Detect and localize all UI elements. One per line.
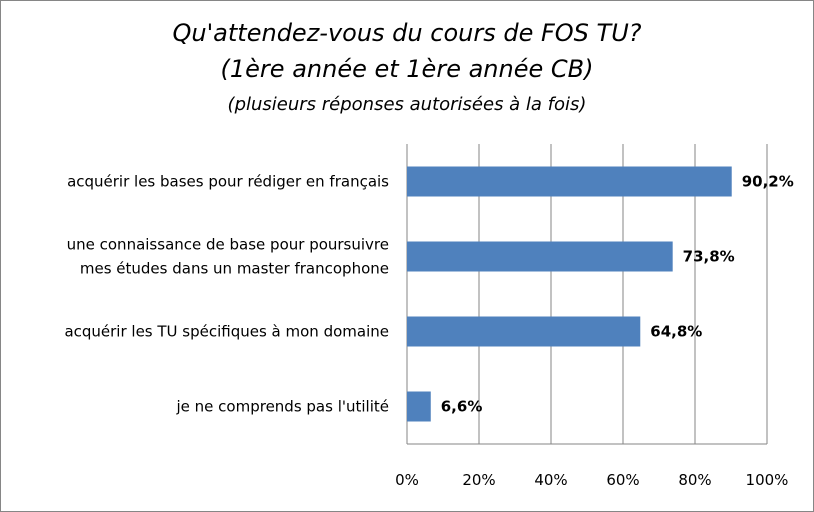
category-label: une connaissance de base pour poursuivre: [67, 236, 389, 254]
data-label: 73,8%: [683, 248, 735, 266]
data-label: 64,8%: [650, 323, 702, 341]
category-label: je ne comprends pas l'utilité: [176, 398, 390, 416]
chart-subtitle: (1ère année et 1ère année CB): [220, 55, 594, 83]
chart-title: Qu'attendez-vous du cours de FOS TU?: [172, 19, 642, 47]
data-label: 6,6%: [441, 398, 483, 416]
bar: [407, 166, 732, 197]
x-tick-label: 40%: [534, 471, 567, 489]
category-label: acquérir les bases pour rédiger en franç…: [67, 173, 389, 191]
category-label: acquérir les TU spécifiques à mon domain…: [64, 323, 389, 341]
x-tick-label: 100%: [746, 471, 789, 489]
chart-subtitle-2: (plusieurs réponses autorisées à la fois…: [227, 94, 587, 115]
x-tick-label: 20%: [462, 471, 495, 489]
x-tick-label: 60%: [606, 471, 639, 489]
category-label: mes études dans un master francophone: [80, 260, 389, 278]
x-tick-label: 0%: [395, 471, 419, 489]
x-tick-label: 80%: [678, 471, 711, 489]
bar: [407, 316, 641, 347]
bar: [407, 391, 431, 422]
bar: [407, 241, 673, 272]
data-label: 90,2%: [742, 173, 794, 191]
